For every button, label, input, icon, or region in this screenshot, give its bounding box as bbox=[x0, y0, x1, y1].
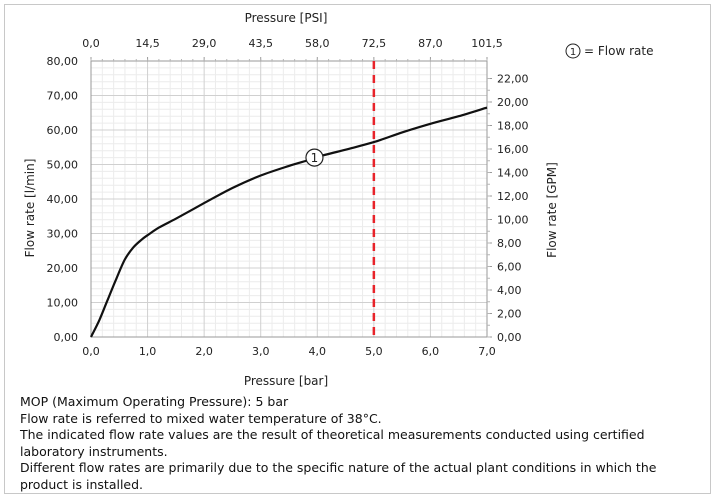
bottom-axis-ticks: 0,0 1,0 2,0 3,0 4,0 5,0 6,0 7,0 bbox=[82, 345, 496, 358]
x-tick-label-bottom: 4,0 bbox=[309, 345, 327, 358]
y-tick-label-right: 14,00 bbox=[497, 167, 529, 180]
x-tick-label-top: 0,0 bbox=[82, 37, 100, 50]
chart-notes: MOP (Maximum Operating Pressure): 5 bar … bbox=[20, 394, 700, 493]
y-tick-label-left: 80,00 bbox=[47, 55, 79, 68]
chart-frame bbox=[4, 4, 711, 494]
x-tick-label-bottom: 0,0 bbox=[82, 345, 100, 358]
y-tick-label-left: 10,00 bbox=[47, 297, 79, 310]
y-tick-label-left: 60,00 bbox=[47, 124, 79, 137]
legend: 1 = Flow rate bbox=[565, 43, 653, 59]
x-tick-label-bottom: 2,0 bbox=[195, 345, 213, 358]
y-tick-label-left: 0,00 bbox=[54, 331, 79, 344]
x-tick-label-bottom: 1,0 bbox=[139, 345, 157, 358]
note-mop: MOP (Maximum Operating Pressure): 5 bar bbox=[20, 394, 289, 409]
note-plant-conditions: Different flow rates are primarily due t… bbox=[20, 460, 657, 492]
y-tick-label-right: 8,00 bbox=[497, 237, 522, 250]
x-axis-title-bottom: Pressure [bar] bbox=[244, 374, 328, 388]
y-tick-label-right: 10,00 bbox=[497, 214, 529, 227]
y-axis-title-right: Flow rate [GPM] bbox=[545, 162, 559, 258]
curve-marker-circle bbox=[305, 148, 324, 167]
note-temperature: Flow rate is referred to mixed water tem… bbox=[20, 410, 382, 426]
curve-markers: 1 bbox=[305, 148, 324, 167]
major-grid bbox=[91, 61, 487, 337]
flow-rate-curve bbox=[90, 106, 488, 338]
x-tick-label-top: 72,5 bbox=[362, 37, 387, 50]
y-tick-label-right: 22,00 bbox=[497, 73, 529, 86]
x-tick-label-bottom: 5,0 bbox=[365, 345, 383, 358]
x-tick-label-bottom: 3,0 bbox=[252, 345, 270, 358]
y-axis-title-left: Flow rate [l/min] bbox=[23, 159, 37, 258]
y-tick-label-right: 6,00 bbox=[497, 261, 522, 274]
y-tick-label-right: 18,00 bbox=[497, 120, 529, 133]
x-tick-label-top: 101,5 bbox=[471, 37, 503, 50]
y-tick-label-right: 16,00 bbox=[497, 143, 529, 156]
y-tick-label-left: 40,00 bbox=[47, 193, 79, 206]
plot-border bbox=[90, 60, 488, 338]
curve-marker-label: 1 bbox=[311, 151, 319, 165]
x-tick-label-bottom: 7,0 bbox=[478, 345, 496, 358]
y-tick-label-left: 20,00 bbox=[47, 262, 79, 275]
y-tick-label-left: 50,00 bbox=[47, 159, 79, 172]
right-axis-ticks: 0,00 2,00 4,00 6,00 8,00 10,00 12,00 14,00 16,00… bbox=[487, 73, 529, 344]
legend-symbol-circle bbox=[565, 43, 581, 59]
left-axis-ticks: 0,00 10,00 20,00 30,00 40,00 50,00 60,00 70,00 8… bbox=[47, 55, 79, 344]
y-tick-label-right: 20,00 bbox=[497, 96, 529, 109]
y-tick-label-right: 12,00 bbox=[497, 190, 529, 203]
x-tick-label-bottom: 6,0 bbox=[422, 345, 440, 358]
x-tick-label-top: 58,0 bbox=[305, 37, 330, 50]
note-measurements: The indicated flow rate values are the r… bbox=[20, 427, 645, 459]
x-tick-label-top: 14,5 bbox=[135, 37, 160, 50]
series-group bbox=[90, 106, 488, 338]
y-tick-label-right: 4,00 bbox=[497, 284, 522, 297]
legend-text: = Flow rate bbox=[584, 44, 653, 58]
x-tick-label-top: 87,0 bbox=[418, 37, 443, 50]
legend-symbol-text: 1 bbox=[570, 47, 576, 58]
x-tick-label-top: 43,5 bbox=[248, 37, 273, 50]
top-axis-ticks: 0,0 14,5 29,0 43,5 58,0 72,5 87,0 101,5 bbox=[82, 37, 503, 61]
x-tick-label-top: 29,0 bbox=[192, 37, 217, 50]
y-tick-label-left: 70,00 bbox=[47, 90, 79, 103]
y-tick-label-right: 2,00 bbox=[497, 308, 522, 321]
flow-rate-chart: 0,0 1,0 2,0 3,0 4,0 5,0 6,0 7,0 0,0 14,5 29,0 43,5… bbox=[23, 11, 653, 388]
y-tick-label-left: 30,00 bbox=[47, 228, 79, 241]
y-tick-label-right: 0,00 bbox=[497, 331, 522, 344]
x-axis-title-top: Pressure [PSI] bbox=[245, 11, 328, 25]
